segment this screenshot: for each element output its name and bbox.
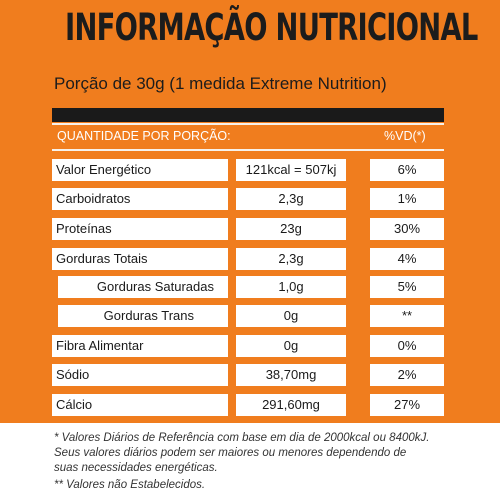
row-quantity: 121kcal = 507kj xyxy=(236,159,346,181)
row-name: Carboidratos xyxy=(52,188,228,210)
table-header: QUANTIDADE POR PORÇÃO: %VD(*) xyxy=(52,123,444,151)
table-row-fiber: Fibra Alimentar 0g 0% xyxy=(52,335,444,357)
table-row-sodium: Sódio 38,70mg 2% xyxy=(52,364,444,386)
row-quantity: 2,3g xyxy=(236,248,346,270)
table-row-saturated-fat: Gorduras Saturadas 1,0g 5% xyxy=(52,276,444,298)
table-row-protein: Proteínas 23g 30% xyxy=(52,218,444,240)
footnote-line: Seus valores diários podem ser maiores o… xyxy=(54,447,407,459)
row-vd: 0% xyxy=(370,335,444,357)
row-quantity: 0g xyxy=(236,305,346,327)
row-vd: 30% xyxy=(370,218,444,240)
footnote-line: suas necessidades energéticas. xyxy=(54,462,218,474)
row-quantity: 0g xyxy=(236,335,346,357)
table-row-energy: Valor Energético 121kcal = 507kj 6% xyxy=(52,159,444,181)
footnotes-panel: * Valores Diários de Referência com base… xyxy=(0,423,500,500)
row-vd: 4% xyxy=(370,248,444,270)
header-quantity-label: QUANTIDADE POR PORÇÃO: xyxy=(57,129,231,143)
row-quantity: 23g xyxy=(236,218,346,240)
row-name: Proteínas xyxy=(52,218,228,240)
row-vd: ** xyxy=(370,305,444,327)
row-name: Gorduras Trans xyxy=(58,305,228,327)
serving-size: Porção de 30g (1 medida Extreme Nutritio… xyxy=(54,74,387,93)
row-quantity: 1,0g xyxy=(236,276,346,298)
row-vd: 2% xyxy=(370,364,444,386)
row-vd: 5% xyxy=(370,276,444,298)
table-row-carbs: Carboidratos 2,3g 1% xyxy=(52,188,444,210)
row-name: Sódio xyxy=(52,364,228,386)
row-vd: 6% xyxy=(370,159,444,181)
row-name: Gorduras Saturadas xyxy=(58,276,228,298)
footnote-line: ** Valores não Estabelecidos. xyxy=(54,479,206,491)
row-name: Gorduras Totais xyxy=(52,248,228,270)
table-row-calcium: Cálcio 291,60mg 27% xyxy=(52,394,444,416)
row-name: Cálcio xyxy=(52,394,228,416)
table-row-total-fat: Gorduras Totais 2,3g 4% xyxy=(52,248,444,270)
row-quantity: 291,60mg xyxy=(236,394,346,416)
row-name: Fibra Alimentar xyxy=(52,335,228,357)
page-title: INFORMAÇÃO NUTRICIONAL xyxy=(65,6,478,49)
row-vd: 27% xyxy=(370,394,444,416)
row-quantity: 2,3g xyxy=(236,188,346,210)
row-quantity: 38,70mg xyxy=(236,364,346,386)
table-row-trans-fat: Gorduras Trans 0g ** xyxy=(52,305,444,327)
row-vd: 1% xyxy=(370,188,444,210)
header-vd-label: %VD(*) xyxy=(384,129,426,143)
footnote-line: * Valores Diários de Referência com base… xyxy=(54,432,430,444)
table-top-bar xyxy=(52,108,444,122)
row-name: Valor Energético xyxy=(52,159,228,181)
